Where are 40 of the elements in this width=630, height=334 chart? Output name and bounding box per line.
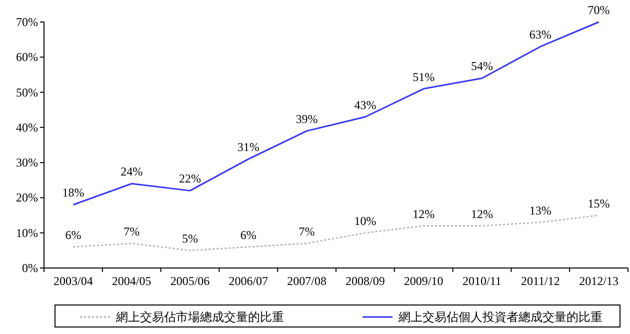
data-label: 22% — [179, 172, 201, 186]
data-label: 24% — [120, 164, 143, 179]
data-label: 70% — [588, 3, 610, 17]
x-tick-label: 2003/04 — [54, 274, 93, 288]
data-label: 43% — [354, 98, 376, 112]
data-label: 39% — [296, 112, 318, 126]
y-tick-label: 10% — [16, 226, 38, 240]
data-label: 63% — [529, 28, 552, 42]
data-label: 12% — [471, 206, 493, 221]
y-tick-label: 50% — [16, 85, 38, 100]
data-label: 10% — [354, 214, 376, 228]
legend-label: 網上交易佔市場總成交量的比重 — [115, 310, 284, 324]
data-label: 12% — [412, 206, 435, 221]
data-label: 18% — [62, 186, 84, 200]
data-label: 54% — [471, 59, 493, 74]
x-tick-label: 2009/10 — [404, 274, 444, 288]
data-label: 6% — [240, 228, 256, 242]
x-tick-label: 2012/13 — [579, 274, 618, 288]
y-tick-label: 30% — [16, 156, 38, 170]
x-tick-label: 2004/05 — [112, 274, 152, 288]
x-tick-label: 2007/08 — [287, 274, 326, 288]
legend-label: 網上交易佔個人投資者總成交量的比重 — [398, 310, 602, 324]
data-label: 13% — [529, 203, 552, 218]
y-tick-label: 60% — [16, 50, 38, 64]
y-tick-label: 0% — [22, 261, 38, 275]
y-tick-label: 20% — [16, 190, 38, 205]
x-tick-label: 2008/09 — [346, 274, 385, 288]
data-label: 15% — [588, 196, 610, 210]
data-label: 31% — [237, 140, 260, 154]
data-label: 6% — [65, 228, 82, 242]
y-tick-label: 40% — [16, 120, 38, 134]
x-tick-label: 2005/06 — [170, 274, 210, 288]
data-label: 5% — [182, 231, 198, 246]
data-label: 7% — [298, 224, 315, 238]
data-label: 51% — [412, 70, 435, 84]
data-label: 7% — [124, 224, 140, 238]
y-tick-label: 70% — [16, 15, 38, 29]
x-tick-label: 2011/12 — [520, 274, 560, 288]
x-tick-label: 2006/07 — [228, 274, 268, 288]
x-tick-label: 2010/11 — [462, 274, 502, 288]
